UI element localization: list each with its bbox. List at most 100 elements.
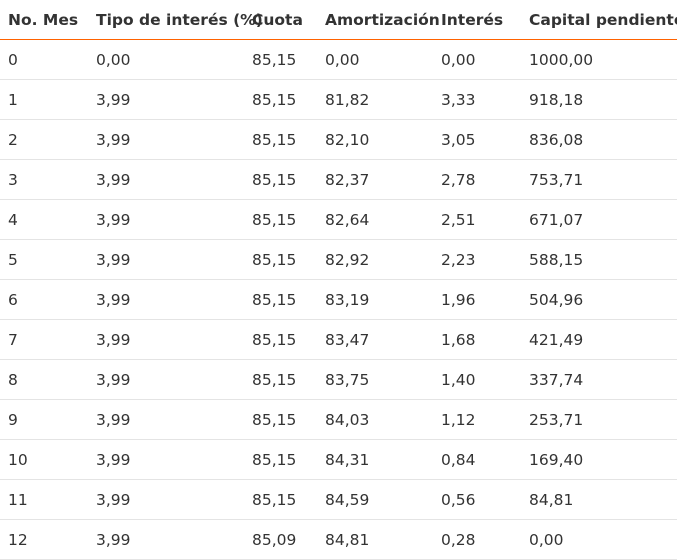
cell-amortization: 0,00 bbox=[317, 39, 433, 80]
cell-month: 10 bbox=[0, 439, 88, 480]
header-interest-rate: Tipo de interés (%) bbox=[88, 0, 263, 40]
cell-amortization: 84,03 bbox=[317, 399, 433, 440]
table-body: 0 0,00 85,15 0,00 0,00 1000,00 1 3,99 85,15 81,82… bbox=[0, 39, 677, 560]
table-row: 6 3,99 85,15 83,19 1,96 504,96 bbox=[0, 279, 677, 320]
cell-payment: 85,15 bbox=[244, 159, 317, 200]
cell-interest-rate: 3,99 bbox=[88, 519, 244, 560]
cell-amortization: 84,81 bbox=[317, 519, 433, 560]
cell-payment: 85,15 bbox=[244, 439, 317, 480]
cell-interest: 2,51 bbox=[433, 199, 521, 240]
cell-payment: 85,09 bbox=[244, 519, 317, 560]
cell-interest-rate: 3,99 bbox=[88, 359, 244, 400]
cell-payment: 85,15 bbox=[244, 199, 317, 240]
cell-outstanding-capital: 253,71 bbox=[521, 399, 677, 440]
cell-amortization: 83,75 bbox=[317, 359, 433, 400]
table-row: 9 3,99 85,15 84,03 1,12 253,71 bbox=[0, 399, 677, 440]
cell-outstanding-capital: 421,49 bbox=[521, 319, 677, 360]
table-row: 5 3,99 85,15 82,92 2,23 588,15 bbox=[0, 239, 677, 280]
cell-payment: 85,15 bbox=[244, 399, 317, 440]
table-row: 12 3,99 85,09 84,81 0,28 0,00 bbox=[0, 519, 677, 560]
cell-month: 2 bbox=[0, 119, 88, 160]
cell-month: 7 bbox=[0, 319, 88, 360]
cell-month: 4 bbox=[0, 199, 88, 240]
cell-month: 0 bbox=[0, 39, 88, 80]
cell-interest-rate: 3,99 bbox=[88, 199, 244, 240]
cell-outstanding-capital: 84,81 bbox=[521, 479, 677, 520]
cell-payment: 85,15 bbox=[244, 279, 317, 320]
cell-interest-rate: 3,99 bbox=[88, 319, 244, 360]
cell-outstanding-capital: 588,15 bbox=[521, 239, 677, 280]
cell-month: 8 bbox=[0, 359, 88, 400]
cell-month: 5 bbox=[0, 239, 88, 280]
table-row: 1 3,99 85,15 81,82 3,33 918,18 bbox=[0, 79, 677, 120]
cell-payment: 85,15 bbox=[244, 79, 317, 120]
cell-interest: 2,23 bbox=[433, 239, 521, 280]
cell-outstanding-capital: 671,07 bbox=[521, 199, 677, 240]
cell-amortization: 83,19 bbox=[317, 279, 433, 320]
cell-interest-rate: 3,99 bbox=[88, 399, 244, 440]
cell-month: 11 bbox=[0, 479, 88, 520]
cell-outstanding-capital: 0,00 bbox=[521, 519, 677, 560]
cell-interest: 3,05 bbox=[433, 119, 521, 160]
cell-interest: 0,00 bbox=[433, 39, 521, 80]
cell-interest-rate: 0,00 bbox=[88, 39, 244, 80]
cell-payment: 85,15 bbox=[244, 479, 317, 520]
cell-payment: 85,15 bbox=[244, 359, 317, 400]
cell-interest-rate: 3,99 bbox=[88, 79, 244, 120]
cell-interest: 0,28 bbox=[433, 519, 521, 560]
table-row: 10 3,99 85,15 84,31 0,84 169,40 bbox=[0, 439, 677, 480]
cell-amortization: 82,92 bbox=[317, 239, 433, 280]
cell-payment: 85,15 bbox=[244, 39, 317, 80]
cell-interest: 3,33 bbox=[433, 79, 521, 120]
cell-month: 1 bbox=[0, 79, 88, 120]
cell-payment: 85,15 bbox=[244, 239, 317, 280]
cell-interest: 0,56 bbox=[433, 479, 521, 520]
cell-month: 6 bbox=[0, 279, 88, 320]
cell-interest-rate: 3,99 bbox=[88, 479, 244, 520]
cell-outstanding-capital: 836,08 bbox=[521, 119, 677, 160]
header-row: No. Mes Tipo de interés (%) Cuota Amorti… bbox=[0, 0, 677, 40]
cell-amortization: 82,10 bbox=[317, 119, 433, 160]
header-outstanding-capital: Capital pendiente bbox=[521, 0, 677, 40]
cell-month: 3 bbox=[0, 159, 88, 200]
cell-outstanding-capital: 918,18 bbox=[521, 79, 677, 120]
cell-month: 9 bbox=[0, 399, 88, 440]
cell-interest-rate: 3,99 bbox=[88, 239, 244, 280]
cell-interest: 2,78 bbox=[433, 159, 521, 200]
cell-outstanding-capital: 504,96 bbox=[521, 279, 677, 320]
header-month: No. Mes bbox=[0, 0, 88, 40]
cell-amortization: 82,37 bbox=[317, 159, 433, 200]
table-row: 7 3,99 85,15 83,47 1,68 421,49 bbox=[0, 319, 677, 360]
table-row: 4 3,99 85,15 82,64 2,51 671,07 bbox=[0, 199, 677, 240]
cell-amortization: 82,64 bbox=[317, 199, 433, 240]
cell-amortization: 84,59 bbox=[317, 479, 433, 520]
cell-payment: 85,15 bbox=[244, 119, 317, 160]
cell-interest-rate: 3,99 bbox=[88, 159, 244, 200]
cell-outstanding-capital: 337,74 bbox=[521, 359, 677, 400]
cell-amortization: 81,82 bbox=[317, 79, 433, 120]
table-row: 11 3,99 85,15 84,59 0,56 84,81 bbox=[0, 479, 677, 520]
cell-outstanding-capital: 169,40 bbox=[521, 439, 677, 480]
cell-month: 12 bbox=[0, 519, 88, 560]
cell-interest: 1,12 bbox=[433, 399, 521, 440]
cell-interest: 1,68 bbox=[433, 319, 521, 360]
table-row: 8 3,99 85,15 83,75 1,40 337,74 bbox=[0, 359, 677, 400]
cell-interest: 1,96 bbox=[433, 279, 521, 320]
cell-amortization: 83,47 bbox=[317, 319, 433, 360]
cell-amortization: 84,31 bbox=[317, 439, 433, 480]
cell-interest-rate: 3,99 bbox=[88, 279, 244, 320]
cell-interest: 1,40 bbox=[433, 359, 521, 400]
cell-outstanding-capital: 753,71 bbox=[521, 159, 677, 200]
table-row: 2 3,99 85,15 82,10 3,05 836,08 bbox=[0, 119, 677, 160]
header-interest: Interés bbox=[433, 0, 521, 40]
cell-payment: 85,15 bbox=[244, 319, 317, 360]
table-header: No. Mes Tipo de interés (%) Cuota Amorti… bbox=[0, 0, 677, 40]
cell-interest-rate: 3,99 bbox=[88, 439, 244, 480]
cell-outstanding-capital: 1000,00 bbox=[521, 39, 677, 80]
header-amortization: Amortización bbox=[317, 0, 440, 40]
cell-interest: 0,84 bbox=[433, 439, 521, 480]
cell-interest-rate: 3,99 bbox=[88, 119, 244, 160]
table-row: 0 0,00 85,15 0,00 0,00 1000,00 bbox=[0, 39, 677, 80]
header-payment: Cuota bbox=[244, 0, 317, 40]
